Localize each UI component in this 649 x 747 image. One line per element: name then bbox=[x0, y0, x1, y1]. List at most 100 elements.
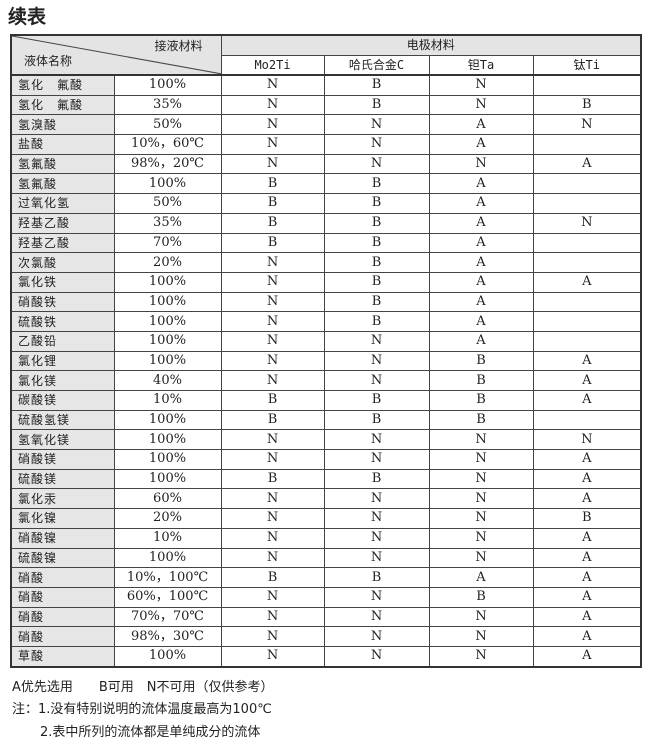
concentration: 100% bbox=[113, 73, 222, 96]
table-row: 硝酸镍 10% N N N A bbox=[10, 527, 642, 549]
tantalum-rating: A bbox=[428, 173, 534, 195]
fluid-name: 盐酸 bbox=[10, 134, 115, 155]
titanium-rating: A bbox=[532, 567, 642, 588]
hastelloy-c-rating: N bbox=[323, 429, 430, 451]
fluid-name: 氢氟酸 bbox=[10, 153, 115, 175]
hastelloy-c-rating: N bbox=[323, 330, 430, 352]
table-row: 硫酸铁 100% N B A bbox=[10, 311, 642, 332]
fluid-name: 氢溴酸 bbox=[10, 114, 115, 136]
titanium-rating bbox=[532, 193, 642, 214]
table-row: 氯化汞 60% N N N A bbox=[10, 488, 642, 510]
fluid-name: 过氧化氢 bbox=[10, 193, 115, 214]
fluid-name: 硝酸铁 bbox=[10, 291, 115, 313]
tantalum-rating: A bbox=[428, 252, 534, 273]
mo2ti-rating: N bbox=[220, 370, 325, 391]
concentration: 100% bbox=[113, 271, 222, 293]
mo2ti-rating: N bbox=[220, 645, 325, 668]
mo2ti-rating: N bbox=[220, 586, 325, 608]
mo2ti-rating: B bbox=[220, 232, 325, 254]
mo2ti-rating: N bbox=[220, 547, 325, 569]
titanium-rating: B bbox=[532, 508, 642, 529]
hastelloy-c-rating: B bbox=[323, 212, 430, 234]
titanium-rating bbox=[532, 291, 642, 313]
fluid-name: 硫酸镍 bbox=[10, 547, 115, 569]
table-row: 氢氧化镁 100% N N N N bbox=[10, 429, 642, 451]
tantalum-rating: N bbox=[428, 429, 534, 451]
fluid-name: 氯化镍 bbox=[10, 508, 115, 529]
table-row: 硝酸铁 100% N B A bbox=[10, 291, 642, 313]
hastelloy-c-rating: B bbox=[323, 311, 430, 332]
tantalum-rating: A bbox=[428, 212, 534, 234]
titanium-rating bbox=[532, 252, 642, 273]
titanium-rating bbox=[532, 232, 642, 254]
tantalum-rating: A bbox=[428, 311, 534, 332]
tantalum-rating: N bbox=[428, 488, 534, 510]
column-header-hastelloy-c: 哈氏合金C bbox=[323, 54, 430, 76]
tantalum-rating: B bbox=[428, 390, 534, 411]
mo2ti-rating: N bbox=[220, 350, 325, 372]
tantalum-rating: B bbox=[428, 370, 534, 391]
tantalum-rating: B bbox=[428, 586, 534, 608]
titanium-rating: A bbox=[532, 370, 642, 391]
fluid-name: 氢氟酸 bbox=[10, 173, 115, 195]
fluid-name: 氢化 氟酸 bbox=[10, 94, 115, 116]
tantalum-rating: A bbox=[428, 291, 534, 313]
page-title: 续表 bbox=[8, 6, 47, 28]
mo2ti-rating: N bbox=[220, 488, 325, 510]
mo2ti-rating: N bbox=[220, 73, 325, 96]
concentration: 50% bbox=[113, 114, 222, 136]
table-row: 氯化镍 20% N N N B bbox=[10, 508, 642, 529]
concentration: 100% bbox=[113, 468, 222, 490]
titanium-rating: A bbox=[532, 390, 642, 411]
concentration: 40% bbox=[113, 370, 222, 391]
mo2ti-rating: N bbox=[220, 114, 325, 136]
concentration: 10% bbox=[113, 390, 222, 411]
table-row: 硝酸 98%，30℃ N N N A bbox=[10, 626, 642, 647]
fluid-name: 硝酸镁 bbox=[10, 449, 115, 470]
titanium-rating: A bbox=[532, 449, 642, 470]
titanium-rating: A bbox=[532, 468, 642, 490]
hastelloy-c-rating: N bbox=[323, 114, 430, 136]
tantalum-rating: A bbox=[428, 271, 534, 293]
table-row: 硫酸镍 100% N N N A bbox=[10, 547, 642, 569]
hastelloy-c-rating: B bbox=[323, 232, 430, 254]
fluid-name: 硫酸镁 bbox=[10, 468, 115, 490]
fluid-name: 氯化铁 bbox=[10, 271, 115, 293]
titanium-rating bbox=[532, 330, 642, 352]
tantalum-rating: A bbox=[428, 134, 534, 155]
fluid-name: 硝酸 bbox=[10, 626, 115, 647]
tantalum-rating: A bbox=[428, 114, 534, 136]
mo2ti-rating: N bbox=[220, 449, 325, 470]
hastelloy-c-rating: N bbox=[323, 527, 430, 549]
fluid-name: 硝酸镍 bbox=[10, 527, 115, 549]
tantalum-rating: B bbox=[428, 350, 534, 372]
concentration: 100% bbox=[113, 409, 222, 431]
fluid-name: 草酸 bbox=[10, 645, 115, 668]
tantalum-rating: A bbox=[428, 567, 534, 588]
mo2ti-rating: N bbox=[220, 429, 325, 451]
table-row: 氯化铁 100% N B A A bbox=[10, 271, 642, 293]
hastelloy-c-rating: N bbox=[323, 370, 430, 391]
mo2ti-rating: B bbox=[220, 390, 325, 411]
table-row: 氢化 氟酸 35% N B N B bbox=[10, 94, 642, 116]
column-header-mo2ti: Mo2Ti bbox=[220, 54, 325, 76]
fluid-name: 氯化汞 bbox=[10, 488, 115, 510]
hastelloy-c-rating: B bbox=[323, 567, 430, 588]
hastelloy-c-rating: N bbox=[323, 586, 430, 608]
mo2ti-rating: B bbox=[220, 409, 325, 431]
tantalum-rating: N bbox=[428, 645, 534, 668]
fluid-name: 硫酸铁 bbox=[10, 311, 115, 332]
note-1: 注：1.没有特别说明的流体温度最高为100℃ bbox=[12, 702, 272, 717]
hastelloy-c-rating: B bbox=[323, 193, 430, 214]
fluid-name: 次氯酸 bbox=[10, 252, 115, 273]
hastelloy-c-rating: N bbox=[323, 449, 430, 470]
concentration: 60%，100℃ bbox=[113, 586, 222, 608]
fluid-name: 硝酸 bbox=[10, 586, 115, 608]
concentration: 50% bbox=[113, 193, 222, 214]
table-row: 氢氟酸 98%，20℃ N N N A bbox=[10, 153, 642, 175]
titanium-rating: A bbox=[532, 626, 642, 647]
titanium-rating: A bbox=[532, 153, 642, 175]
hastelloy-c-rating: B bbox=[323, 291, 430, 313]
tantalum-rating: A bbox=[428, 232, 534, 254]
concentration: 35% bbox=[113, 212, 222, 234]
